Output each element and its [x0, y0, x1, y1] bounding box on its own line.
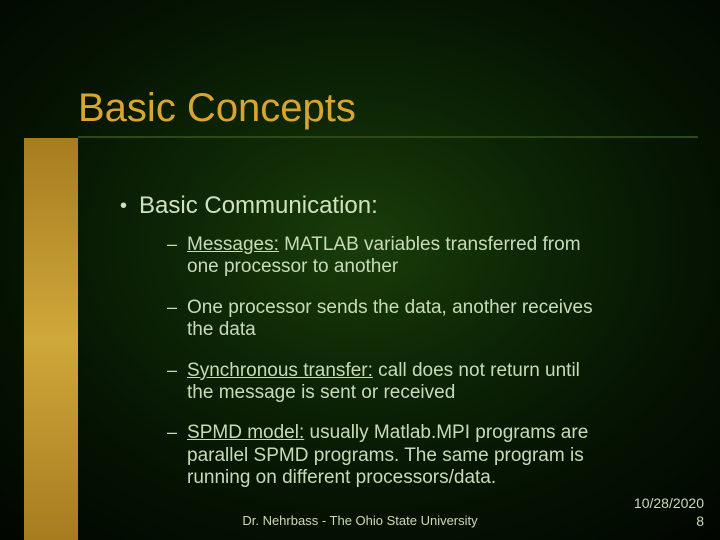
sub-bullet-item: – One processor sends the data, another … [167, 297, 607, 342]
footer-meta: 10/28/2020 8 [634, 495, 704, 530]
bullet-dash-icon: – [167, 360, 177, 382]
sub-bullet-item: – Synchronous transfer: call does not re… [167, 360, 607, 405]
sub-bullet-text: One processor sends the data, another re… [187, 297, 607, 342]
bullet-dot-icon: • [120, 196, 127, 216]
sub-bullet-text: Messages: MATLAB variables transferred f… [187, 234, 607, 279]
main-bullet-text: Basic Communication: [139, 192, 378, 220]
footer-author: Dr. Nehrbass - The Ohio State University [0, 513, 720, 528]
bullet-dash-icon: – [167, 422, 177, 444]
sub-bullet-item: – Messages: MATLAB variables transferred… [167, 234, 607, 279]
sub-bullet-item: – SPMD model: usually Matlab.MPI program… [167, 422, 607, 489]
main-bullet: • Basic Communication: [120, 192, 378, 220]
sub-bullet-text: Synchronous transfer: call does not retu… [187, 360, 607, 405]
sub-bullet-text: SPMD model: usually Matlab.MPI programs … [187, 422, 607, 489]
sub-bullet-list: – Messages: MATLAB variables transferred… [167, 234, 607, 508]
title-underline [78, 136, 698, 138]
footer-date: 10/28/2020 [634, 495, 704, 513]
footer-page-number: 8 [634, 513, 704, 531]
slide-title: Basic Concepts [78, 86, 356, 131]
accent-bar [24, 138, 78, 540]
bullet-dash-icon: – [167, 234, 177, 256]
bullet-dash-icon: – [167, 297, 177, 319]
